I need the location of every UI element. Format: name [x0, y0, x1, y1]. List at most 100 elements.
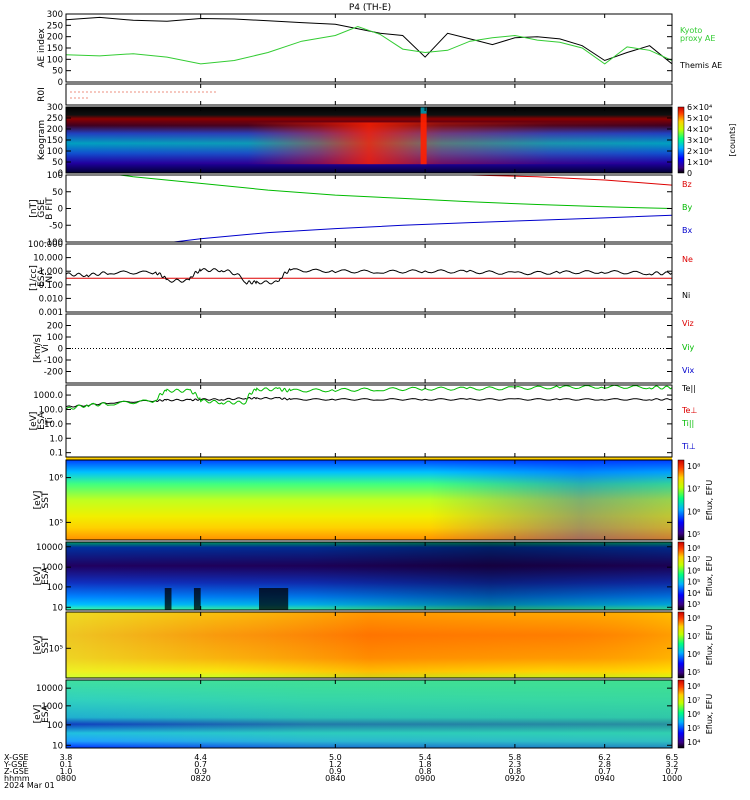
panel-2-ytick: 150	[47, 136, 63, 146]
xaxis-y-value: 0.1	[60, 760, 73, 769]
plot-title: P4 (TH-E)	[349, 3, 391, 13]
panel-7-ylabel: SST	[41, 491, 51, 508]
keogram-cbar-tick: 4×10⁴	[687, 125, 712, 134]
ni-legend: Ni	[682, 291, 690, 300]
esa-ion-spectrogram-colorbar	[677, 541, 685, 611]
panel-0-frame	[65, 13, 673, 83]
esa-ion-spectrogram-cbar-tick: 10⁷	[687, 555, 700, 564]
panel-8-ytick: 100	[47, 583, 63, 593]
panel-0-ytick: 200	[47, 33, 63, 43]
panel-1-frame	[65, 83, 673, 106]
xaxis-y-value: 3.2	[666, 760, 679, 769]
esa-electron-spectrogram-shade	[66, 680, 672, 748]
panel-4-ytick: 0.001	[39, 308, 63, 318]
panel-2-ytick: 200	[47, 125, 63, 135]
panel-0-ytick: 300	[47, 10, 63, 20]
panel-10-ytick: 1000	[41, 702, 63, 712]
panel-6-ytick: 0.1	[49, 449, 63, 459]
sst-electron-spectrogram-cbar-tick: 10⁸	[687, 614, 700, 623]
xaxis-x-value: 4.4	[194, 753, 207, 762]
panel-10-ytick: 10	[52, 741, 63, 751]
sst-electron-spectrogram-cbar-label: Eflux, EFU	[705, 625, 714, 666]
panel-6-ylabel: ESA	[37, 411, 47, 430]
esa-electron-spectrogram-cbar-tick: 10⁶	[687, 710, 700, 719]
te-par-line	[65, 396, 673, 408]
panel-5-ylabel: [km/s]	[33, 334, 43, 363]
xaxis-z-value: 0.7	[666, 767, 679, 776]
panel-5-ytick: 200	[47, 322, 63, 332]
panel-2-frame	[65, 106, 673, 174]
panel-5-ytick: -200	[44, 368, 63, 378]
panel-0-ytick: 100	[47, 55, 63, 65]
panel-4-ytick: 1.000	[39, 267, 63, 277]
kyoto-legend-2: proxy AE	[680, 34, 715, 43]
esa-ion-dropout	[164, 588, 172, 610]
b-by-line	[115, 175, 672, 209]
panel-9-ytick: 10⁵	[49, 644, 63, 654]
xaxis-z-value: 0.9	[329, 767, 342, 776]
keogram-cbar-tick: 3×10⁴	[687, 136, 712, 145]
panel-7-ytick: 10⁶	[49, 474, 64, 484]
esa-electron-spectrogram-cbar-tick: 10⁷	[687, 696, 700, 705]
sst-ion-spectrogram-cbar-label: Eflux, EFU	[705, 480, 714, 521]
themis-ae-line	[65, 16, 673, 65]
keogram-cbar-tick: 1×10⁴	[687, 158, 712, 167]
esa-electron-spectrogram-cbar-tick: 10⁴	[687, 738, 700, 747]
panel-0-ytick: 0	[58, 78, 63, 88]
esa-ion-dropout	[259, 588, 289, 610]
sst-ion-spectrogram-cbar-tick: 10⁸	[687, 462, 700, 471]
panel-6-ytick: 10.0	[44, 420, 63, 430]
keogram-breakup	[420, 113, 427, 165]
vix-legend: Vix	[682, 366, 695, 375]
xaxis-t-value: 1000	[662, 774, 682, 783]
panel-4-ytick: 100.000	[28, 240, 63, 250]
sst-electron-spectrogram-cbar-tick: 10⁵	[687, 668, 700, 677]
panel-4-ytick: 0.100	[39, 281, 63, 291]
esa-electron-spectrogram-cbar-tick: 10⁸	[687, 682, 700, 691]
panel-10-ylabel: ESA	[41, 704, 51, 723]
panel-10-ylabel: [eV]	[33, 705, 43, 724]
xaxis-t-value: 0820	[190, 774, 210, 783]
xaxis-t-value: 0800	[56, 774, 76, 783]
xaxis-row-label: Z-GSE	[4, 767, 29, 776]
sst-electron-spectrogram-colorbar	[677, 611, 685, 679]
panel-5-ytick: -100	[44, 356, 63, 366]
panel-8-frame	[65, 541, 673, 611]
panel-8-ytick: 1000	[41, 563, 63, 573]
sst-ion-spectrogram-cbar-tick: 10⁶	[687, 507, 700, 516]
panel-10-frame	[65, 679, 673, 749]
ti-perp-legend: Ti⊥	[681, 442, 696, 451]
panel-6-frame	[65, 384, 673, 458]
kyoto-ae-line	[65, 25, 673, 65]
panel-3-ylabel: GSE	[37, 199, 47, 218]
ti-par-line	[65, 384, 673, 410]
quality-flag-bar	[66, 457, 672, 461]
xaxis-y-value: 1.2	[329, 760, 342, 769]
panel-8-ylabel: [eV]	[33, 567, 43, 586]
te-par-legend: Te||	[681, 384, 696, 393]
sst-electron-spectrogram-cbar-tick: 10⁷	[687, 632, 700, 641]
panel-6-ylabel: Ti	[45, 417, 55, 426]
esa-ion-spectrogram-cbar-tick: 10⁸	[687, 544, 700, 553]
esa-electron-spectrogram-cbar-label: Eflux, EFU	[705, 694, 714, 735]
panel-4-ylabel: Ni	[45, 273, 55, 282]
panel-8-ytick: 10	[52, 603, 63, 613]
xaxis-row-label: X-GSE	[4, 753, 29, 762]
panel-3-ylabel: [nT]	[29, 199, 39, 217]
kyoto-legend: Kyoto	[680, 26, 702, 35]
esa-electron-spectrogram-colorbar	[677, 679, 685, 749]
panel-3-ylabel: B FIT	[45, 197, 55, 220]
keogram-breakup-top	[420, 107, 427, 114]
te-perp-legend: Te⊥	[681, 406, 697, 415]
keogram-activity	[66, 122, 672, 165]
xaxis-row-label: hhmm	[4, 774, 30, 783]
esa-ion-spectrogram-cbar-tick: 10⁶	[687, 566, 700, 575]
panel-3-ytick: 100	[47, 171, 63, 181]
panel-5-frame	[65, 313, 673, 384]
xaxis-y-value: 2.3	[509, 760, 522, 769]
panel-4-ytick: 0.010	[39, 294, 63, 304]
panel-9-frame	[65, 611, 673, 679]
xaxis-x-value: 5.0	[329, 753, 342, 762]
sst-ion-spectrogram-colorbar	[677, 459, 685, 541]
